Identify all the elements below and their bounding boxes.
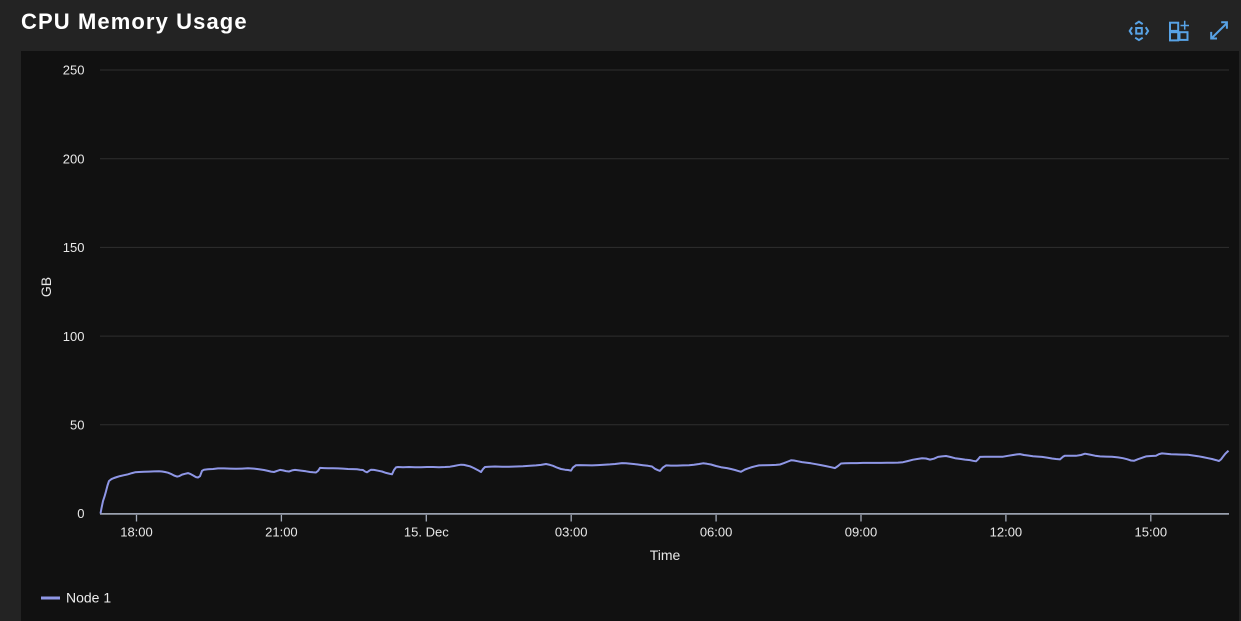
svg-text:GB: GB [38,277,54,297]
svg-text:21:00: 21:00 [265,525,298,540]
svg-text:200: 200 [63,151,85,166]
svg-text:15:00: 15:00 [1135,525,1168,540]
svg-text:50: 50 [70,418,84,433]
svg-text:06:00: 06:00 [700,525,733,540]
svg-text:15. Dec: 15. Dec [404,525,449,540]
svg-text:09:00: 09:00 [845,525,878,540]
svg-text:18:00: 18:00 [120,525,153,540]
svg-text:250: 250 [63,63,85,78]
svg-text:Node 1: Node 1 [66,590,111,606]
svg-text:150: 150 [63,240,85,255]
svg-text:Time: Time [650,547,681,563]
svg-text:03:00: 03:00 [555,525,588,540]
svg-text:12:00: 12:00 [990,525,1023,540]
svg-text:100: 100 [63,329,85,344]
svg-text:0: 0 [77,506,84,521]
